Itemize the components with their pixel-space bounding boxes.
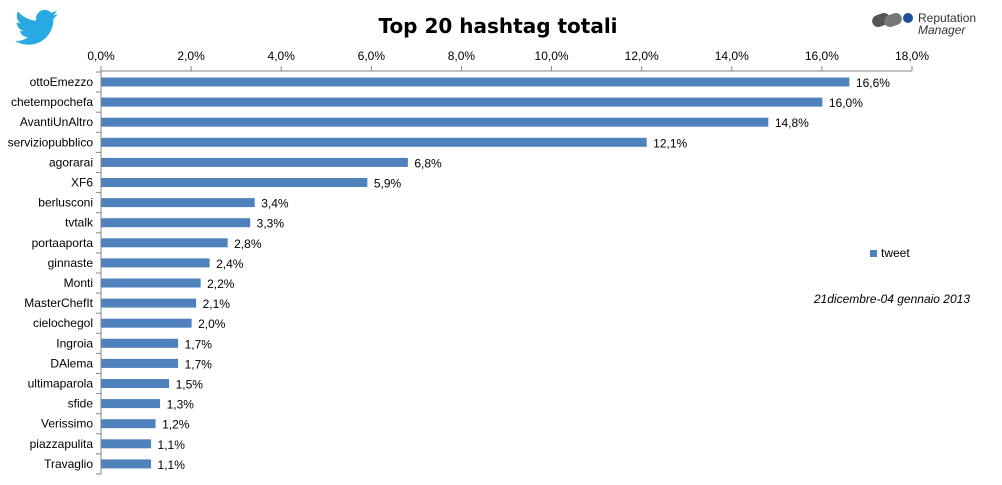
category-label: Ingroia <box>56 336 93 350</box>
bar <box>101 97 823 107</box>
category-label: sfide <box>68 397 94 411</box>
x-tick-label: 0,0% <box>87 49 115 63</box>
category-label: XF6 <box>71 176 93 190</box>
category-label: DAlema <box>50 356 93 370</box>
reputation-manager-logo: Reputation Manager <box>872 11 976 37</box>
data-label: 1,2% <box>162 418 190 432</box>
category-label: cielochegol <box>33 316 93 330</box>
y-axis <box>96 71 102 475</box>
date-annotation: 21dicembre-04 gennaio 2013 <box>813 292 970 306</box>
x-tick-label: 4,0% <box>268 49 296 63</box>
bar <box>101 439 152 449</box>
legend-label: tweet <box>881 246 910 260</box>
data-label: 1,1% <box>158 458 186 472</box>
bar <box>101 238 228 248</box>
bar <box>101 419 156 429</box>
legend: tweet <box>870 246 910 260</box>
bar <box>101 318 192 328</box>
category-label: portaaporta <box>32 236 94 250</box>
category-label: ginnaste <box>48 256 94 270</box>
category-labels: ottoEmezzo chetempochefa AvantiUnAltro serv… <box>8 75 94 471</box>
logo-text-line1: Reputation <box>918 11 976 25</box>
category-label: piazzapulita <box>30 437 94 451</box>
category-label: chetempochefa <box>11 95 93 109</box>
bar <box>101 137 647 147</box>
x-tick-label: 8,0% <box>448 49 476 63</box>
bar <box>101 459 152 469</box>
category-label: AvantiUnAltro <box>20 115 93 129</box>
category-label: MasterChefIt <box>24 296 93 310</box>
category-label: berlusconi <box>38 196 93 210</box>
bar <box>101 278 201 288</box>
category-label: agorarai <box>49 155 93 169</box>
category-label: serviziopubblico <box>8 135 94 149</box>
logo-text-line2: Manager <box>918 23 966 37</box>
x-axis: 0,0% 2,0% 4,0% 6,0% 8,0% 10,0% 12,0% 14,0% 16,0%… <box>87 49 929 72</box>
twitter-bird-icon <box>14 9 58 45</box>
data-label: 1,3% <box>167 398 195 412</box>
bar <box>101 218 251 228</box>
x-tick-label: 2,0% <box>177 49 205 63</box>
data-label: 2,4% <box>216 257 244 271</box>
x-tick-label: 16,0% <box>805 49 839 63</box>
bar <box>101 198 255 208</box>
category-label: tvtalk <box>65 216 94 230</box>
x-tick-label: 10,0% <box>535 49 569 63</box>
data-label: 12,1% <box>653 136 687 150</box>
data-label: 1,7% <box>185 357 213 371</box>
data-label: 2,1% <box>203 297 231 311</box>
data-label: 1,5% <box>176 378 204 392</box>
bar <box>101 157 408 167</box>
data-label: 6,8% <box>414 156 442 170</box>
data-label: 16,6% <box>856 76 890 90</box>
logo-mark-icon <box>872 12 913 28</box>
data-label: 1,7% <box>185 337 213 351</box>
bar <box>101 298 197 308</box>
data-label: 2,0% <box>198 317 226 331</box>
bars <box>101 77 850 469</box>
data-label: 14,8% <box>775 116 809 130</box>
bar <box>101 338 179 348</box>
legend-swatch <box>870 250 877 257</box>
x-tick-label: 12,0% <box>625 49 659 63</box>
category-label: Verissimo <box>41 417 93 431</box>
bar <box>101 258 210 268</box>
bar <box>101 178 368 187</box>
data-label: 5,9% <box>374 177 402 191</box>
data-label: 16,0% <box>829 96 863 110</box>
category-label: ultimaparola <box>28 377 94 391</box>
x-tick-label: 6,0% <box>358 49 386 63</box>
data-label: 2,8% <box>234 237 262 251</box>
data-label: 3,3% <box>257 217 285 231</box>
category-label: Monti <box>64 276 93 290</box>
bar <box>101 77 850 87</box>
bar <box>101 379 170 388</box>
x-tick-label: 14,0% <box>715 49 749 63</box>
value-labels: 16,6% 16,0% 14,8% 12,1% 6,8% 5,9% 3,4% 3,3% 2,8%… <box>158 76 891 472</box>
bar <box>101 358 179 368</box>
data-label: 3,4% <box>261 197 289 211</box>
x-tick-label: 18,0% <box>895 49 929 63</box>
chart-title: Top 20 hashtag totali <box>378 14 617 38</box>
category-label: Travaglio <box>44 457 93 471</box>
bar <box>101 399 161 409</box>
data-label: 2,2% <box>207 277 235 291</box>
data-label: 1,1% <box>158 438 186 452</box>
bar <box>101 117 769 127</box>
category-label: ottoEmezzo <box>30 75 94 89</box>
